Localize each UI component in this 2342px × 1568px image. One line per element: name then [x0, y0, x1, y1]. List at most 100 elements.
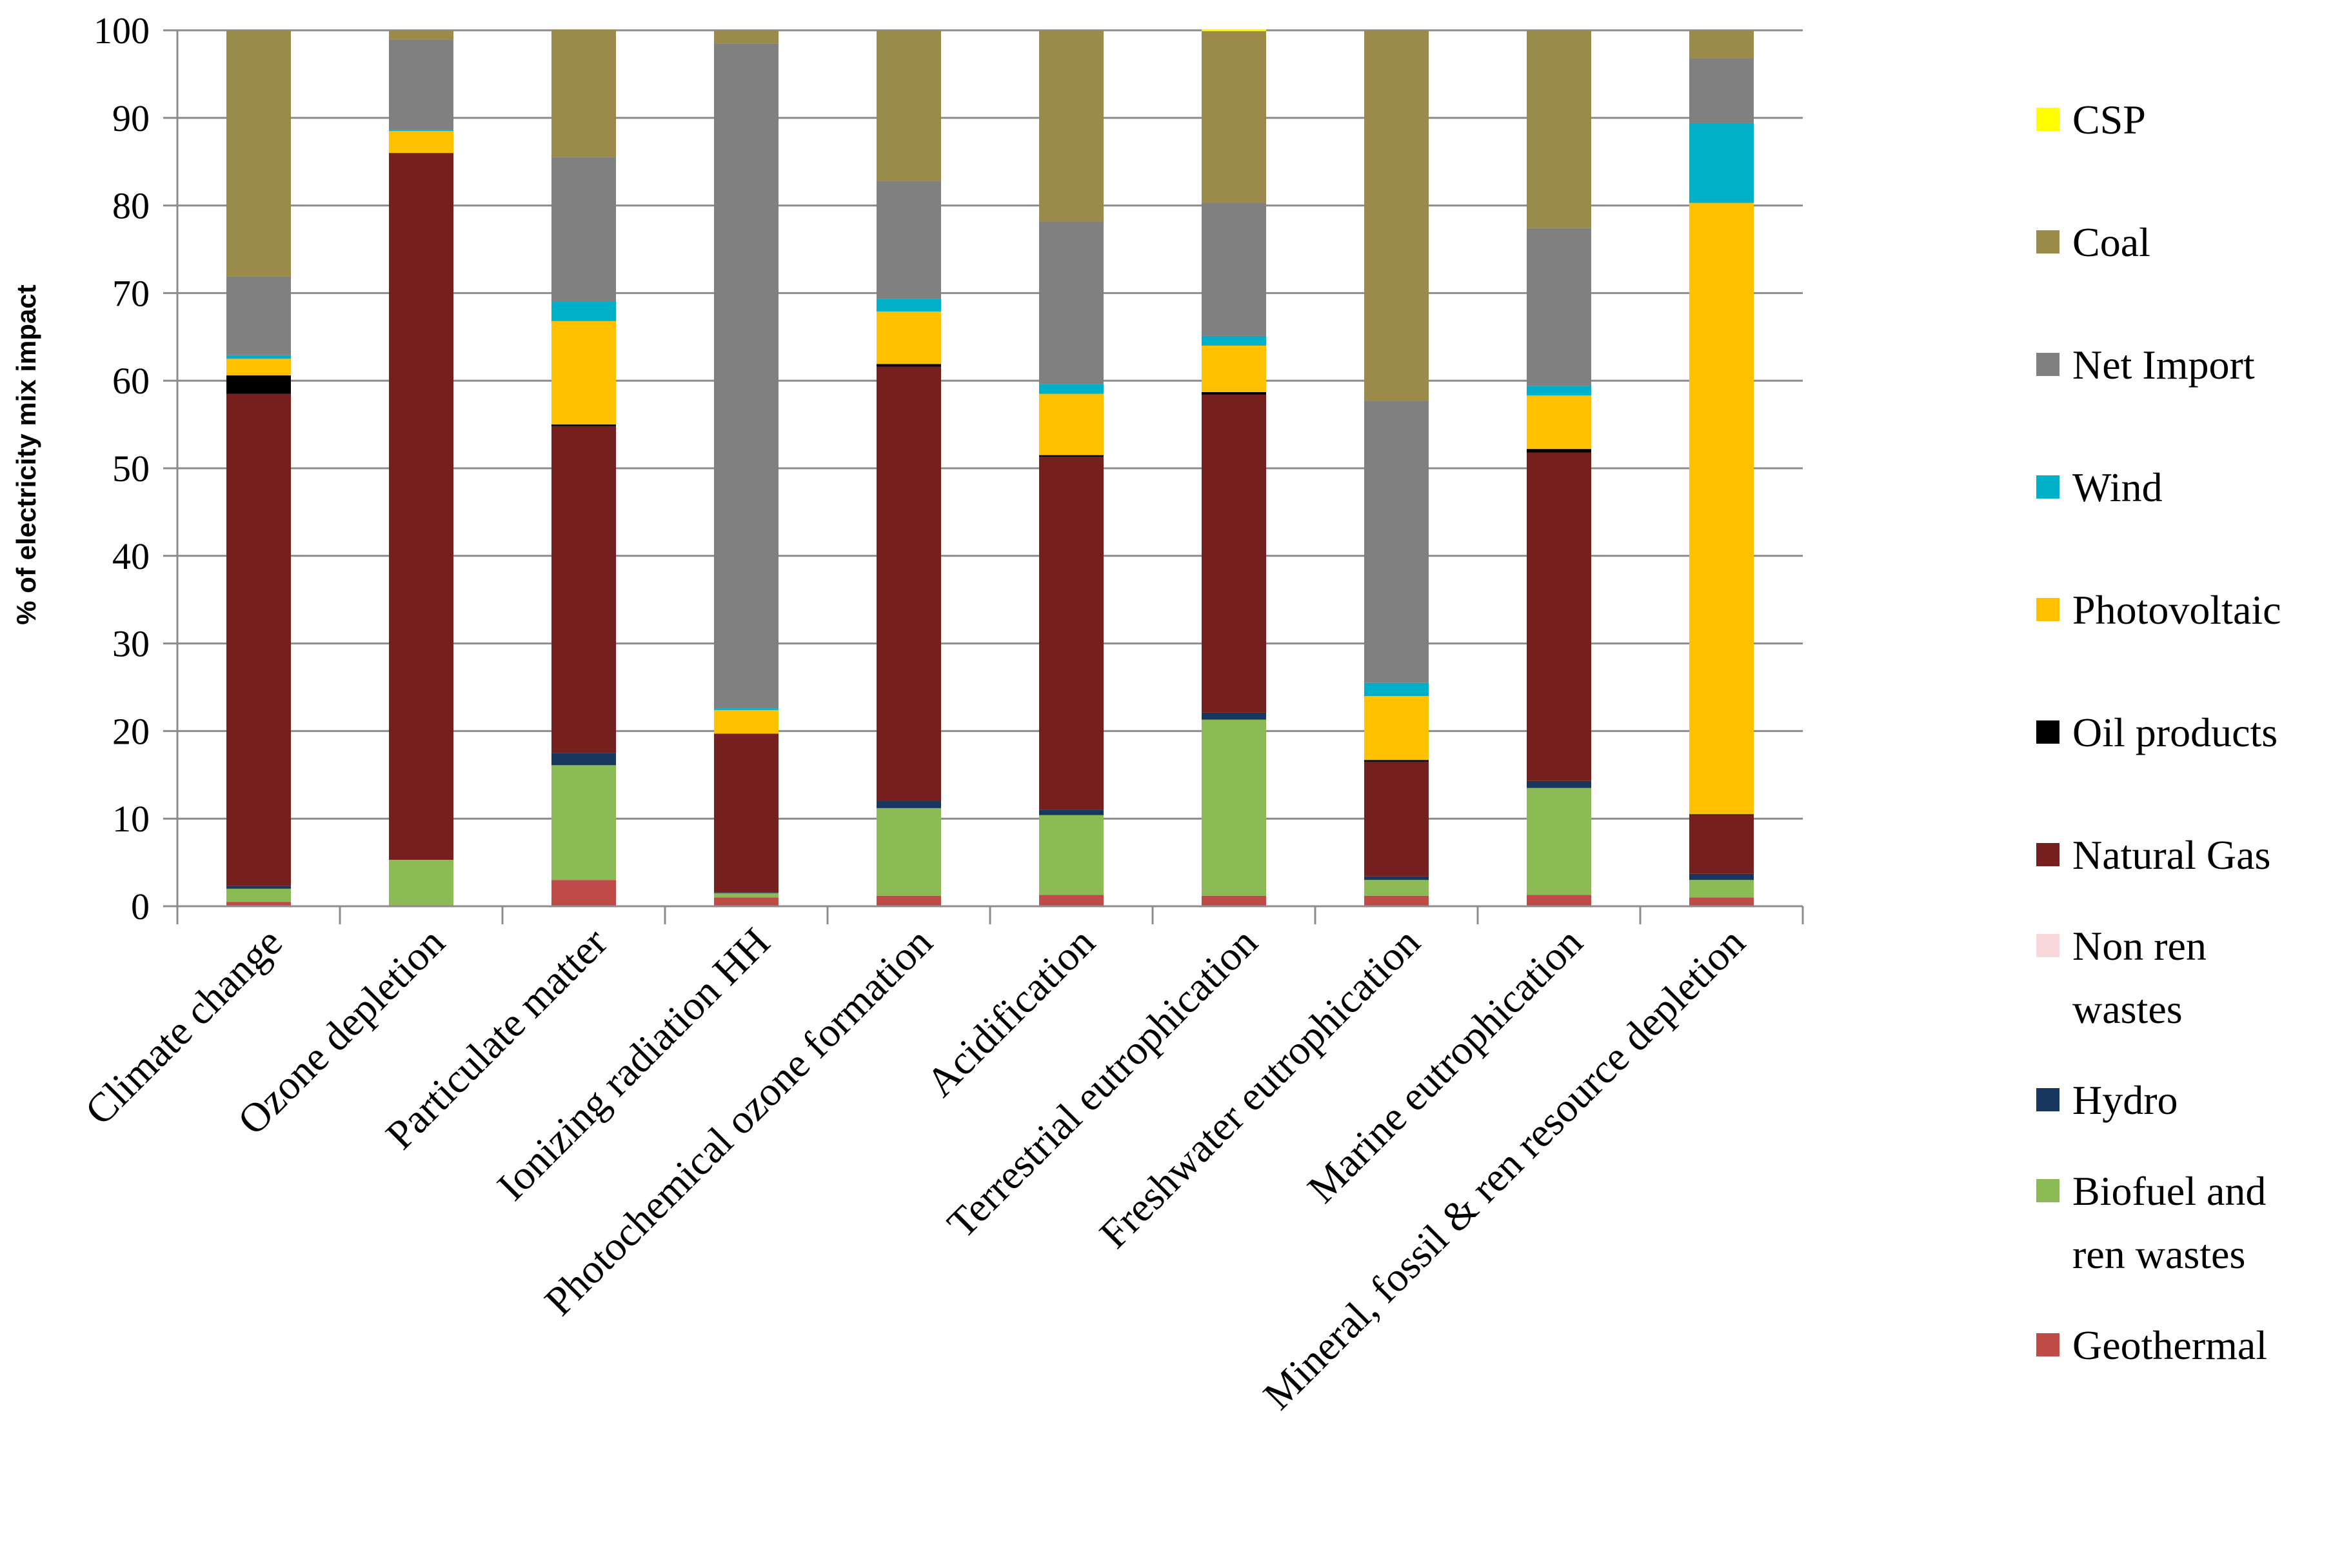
bar-segment [1039, 457, 1104, 810]
bar-segment [1689, 123, 1754, 203]
bar-segment [1039, 221, 1104, 384]
bar-segment [1364, 30, 1429, 401]
bar-segment [1364, 696, 1429, 760]
bar-segment [877, 364, 941, 367]
bar-stack [551, 29, 616, 906]
legend-swatch [2036, 1179, 2059, 1202]
axes [163, 29, 1804, 924]
bar-segment [551, 424, 616, 426]
bar-segment [1527, 30, 1591, 228]
legend-item: Geothermal [2036, 1322, 2267, 1368]
legend-item: Photovoltaic [2036, 587, 2281, 633]
y-tick-label: 60 [112, 360, 150, 402]
bar-segment [1039, 455, 1104, 457]
bar-stack [877, 30, 941, 906]
bar-segment [714, 43, 779, 709]
legend-swatch [2036, 108, 2059, 131]
y-tick-label: 0 [131, 886, 150, 928]
bar-segment [1039, 30, 1104, 222]
bar-segment [1527, 895, 1591, 906]
bar-segment [551, 765, 616, 880]
legend-item: Hydro [2036, 1077, 2178, 1123]
bar-segment [714, 708, 779, 710]
bar-segment [1202, 203, 1266, 336]
bar-segment [1202, 345, 1266, 392]
legend-label: Non ren wastes [2072, 923, 2207, 1032]
legend-label: Oil products [2072, 710, 2277, 755]
bar-segment [1527, 386, 1591, 396]
legend-item: Non ren wastes [2036, 923, 2207, 1032]
bar-stack [226, 30, 291, 906]
bar-segment [389, 39, 453, 130]
bar-segment [551, 157, 616, 302]
legend-swatch [2036, 934, 2059, 957]
bar-segment [1202, 719, 1266, 896]
bar-segment [1039, 815, 1104, 895]
y-axis-title: % of electricity mix impact [11, 284, 41, 625]
y-tick-label: 80 [112, 185, 150, 227]
bar-segment [1689, 880, 1754, 898]
bar-stack [1202, 29, 1266, 906]
bar-stack [389, 30, 453, 906]
bar-segment [1689, 815, 1754, 874]
bar-segment [1527, 449, 1591, 453]
y-tick-label: 100 [94, 10, 150, 52]
bar-segment [389, 153, 453, 860]
bar-segment [1202, 394, 1266, 713]
bar-segment [1039, 393, 1104, 455]
bar-segment [389, 860, 453, 906]
bar-segment [877, 801, 941, 808]
bar-segment [226, 355, 291, 359]
legend-label: Photovoltaic [2072, 587, 2281, 633]
bar-stack [1039, 30, 1104, 906]
category-label: Ionizing radiation HH [488, 919, 779, 1209]
bar-segment [226, 276, 291, 355]
legend-label: Geothermal [2072, 1322, 2267, 1368]
y-tick-label: 90 [112, 97, 150, 139]
bar-segment [1527, 788, 1591, 895]
legend-swatch [2036, 230, 2059, 253]
bar-segment [551, 301, 616, 321]
legend: CSP Coal Net Import Wind Photovoltaic Oil pro… [2036, 97, 2281, 1368]
bar-segment [1689, 814, 1754, 815]
legend-label: Wind [2072, 464, 2163, 510]
bar-segment [714, 710, 779, 734]
legend-swatch [2036, 843, 2059, 866]
bar-segment [714, 892, 779, 893]
bar-segment [1202, 29, 1266, 32]
y-tick-label: 30 [112, 623, 150, 665]
legend-item: Coal [2036, 219, 2150, 265]
legend-swatch [2036, 1333, 2059, 1356]
category-label: Freshwater eutrophication [1091, 919, 1429, 1257]
y-tick-labels: 0 10 20 30 40 50 60 70 80 90 100 [94, 10, 150, 928]
bar-segment [551, 426, 616, 753]
bar-segment [877, 299, 941, 312]
legend-swatch [2036, 1088, 2059, 1111]
legend-label: Coal [2072, 219, 2150, 265]
y-tick-label: 10 [112, 798, 150, 840]
bar-segment [1202, 335, 1266, 346]
bar-segment [1202, 895, 1266, 906]
bar-segment [714, 893, 779, 898]
bar-segment [1202, 712, 1266, 720]
bar-segment [1364, 761, 1429, 877]
bar-segment [877, 181, 941, 299]
bar-segment [1364, 682, 1429, 697]
bar-segment [1364, 895, 1429, 906]
bar-stack [1689, 30, 1754, 906]
category-label: Terrestrial eutrophication [938, 919, 1266, 1247]
bar-segment [1689, 873, 1754, 880]
bar-segment [1039, 384, 1104, 394]
bar-segment [226, 393, 291, 886]
bar-segment [226, 888, 291, 902]
bar-segment [1689, 58, 1754, 123]
legend-item: Natural Gas [2036, 832, 2270, 878]
legend-label: Net Import [2072, 342, 2255, 388]
y-tick-label: 70 [112, 272, 150, 314]
bar-segment [389, 130, 453, 132]
bar-segment [226, 902, 291, 906]
category-label: Marine eutrophication [1298, 919, 1591, 1212]
legend-label: Hydro [2072, 1077, 2178, 1123]
